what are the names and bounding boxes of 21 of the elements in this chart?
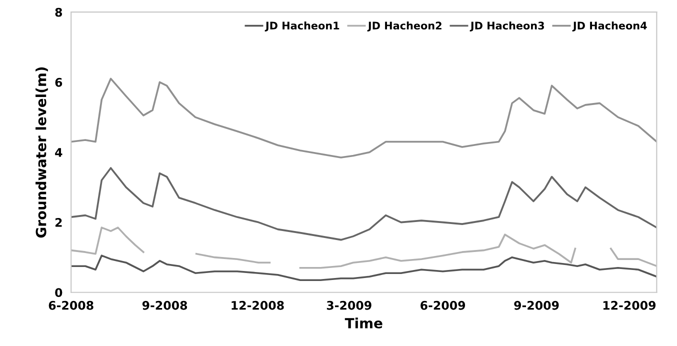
x-tick-label: 9-2008 [142, 300, 188, 310]
legend-label: JD Hacheon3 [470, 21, 544, 32]
line-series [71, 167, 657, 241]
y-tick-label: 6 [55, 78, 62, 87]
y-tick-label: 2 [55, 218, 62, 227]
legend-label: JD Hacheon4 [572, 21, 647, 32]
y-tick-label: 0 [55, 288, 62, 298]
x-tick-label: 6-2009 [420, 300, 466, 310]
x-tick-label: 3-2009 [326, 300, 372, 310]
line-series [71, 78, 657, 158]
y-tick-label: 8 [55, 8, 62, 17]
x-tick-label: 12-2008 [232, 300, 284, 310]
line-series [71, 254, 657, 282]
y-tick-label: 4 [55, 148, 62, 157]
x-axis-title: Time [344, 318, 382, 328]
x-tick-label: 12-2009 [603, 300, 656, 310]
x-tick-label: 9-2009 [514, 300, 559, 310]
x-tick-label: 6-2008 [48, 300, 94, 310]
legend-label: JD Hacheon2 [367, 21, 442, 32]
legend-label: JD Hacheon1 [264, 21, 340, 32]
y-axis-title: Groundwater level(m) [36, 67, 48, 238]
